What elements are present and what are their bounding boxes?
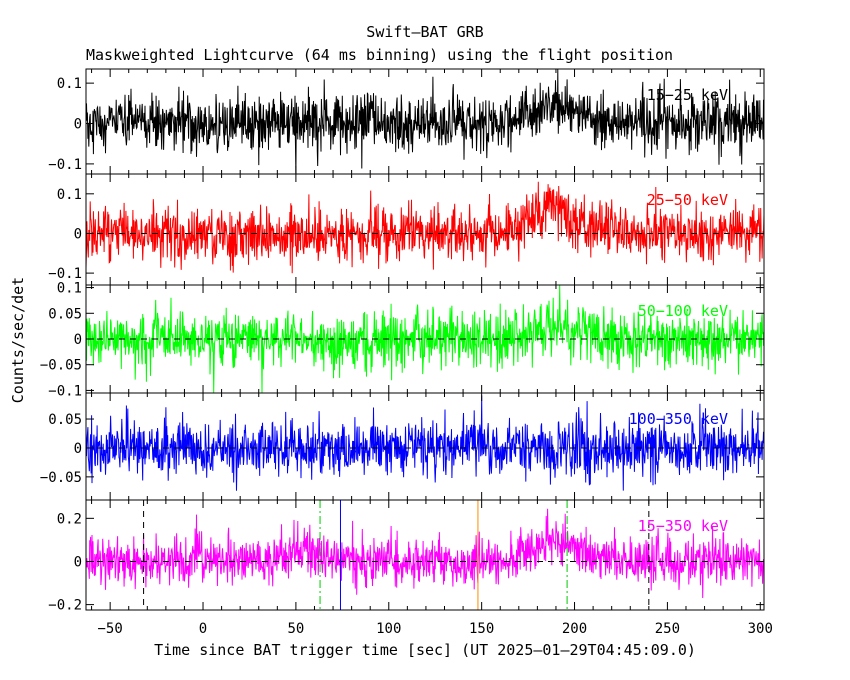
- band-label-2: 25−50 keV: [647, 191, 728, 209]
- panels-group: 0.1 0 −0.1 15−25 keV 0.1 0 −0.1 25−50 keV 0.1 0.0…: [40, 68, 773, 637]
- chart-subtitle: Maskweighted Lightcurve (64 ms binning) …: [86, 46, 673, 64]
- panel-4: 0.05 0 −0.05 100−350 keV: [40, 392, 765, 501]
- y-tick-label: −0.1: [48, 383, 82, 399]
- y-tick-label: 0.05: [48, 412, 82, 428]
- panel-frame-5: [85, 499, 765, 611]
- y-tick-label: −0.2: [48, 598, 82, 614]
- panel-5: 0.2 0 −0.2 15−350 keV: [48, 499, 765, 614]
- x-tick-label: 100: [376, 621, 401, 637]
- y-tick-label: 0.1: [57, 76, 82, 92]
- x-tick-label: 0: [199, 621, 207, 637]
- band-label-5: 15−350 keV: [638, 517, 728, 535]
- series-line-4: [86, 395, 764, 491]
- y-tick-label: 0: [74, 226, 82, 242]
- y-tick-label: −0.1: [48, 157, 82, 173]
- y-tick-label: 0.05: [48, 306, 82, 322]
- x-tick-label: 150: [469, 621, 494, 637]
- series-line-3: [86, 285, 764, 393]
- series-line-5: [86, 508, 764, 599]
- y-tick-label: 0: [74, 554, 82, 570]
- series-line-2: [86, 181, 764, 274]
- y-tick-label: −0.1: [48, 266, 82, 282]
- panel-2: 0.1 0 −0.1 25−50 keV: [48, 173, 765, 286]
- chart-title: Swift–BAT GRB: [366, 23, 483, 41]
- x-axis-label: Time since BAT trigger time [sec] (UT 20…: [154, 641, 696, 659]
- y-tick-label: −0.05: [40, 358, 82, 374]
- band-label-4: 100−350 keV: [629, 410, 728, 428]
- y-tick-label: 0.1: [57, 187, 82, 203]
- series-line-1: [86, 69, 764, 174]
- y-axis-label: Counts/sec/det: [9, 277, 27, 403]
- band-label-1: 15−25 keV: [647, 86, 728, 104]
- y-tick-label: −0.05: [40, 470, 82, 486]
- y-tick-label: 0: [74, 332, 82, 348]
- panel-3: 0.1 0.05 0 −0.05 −0.1 50−100 keV: [40, 281, 765, 399]
- x-tick-label: 300: [748, 621, 773, 637]
- y-tick-label: 0: [74, 117, 82, 133]
- y-tick-label: 0.2: [57, 511, 82, 527]
- x-tick-label: 200: [562, 621, 587, 637]
- band-label-3: 50−100 keV: [638, 302, 728, 320]
- y-tick-label: 0: [74, 441, 82, 457]
- panel-1: 0.1 0 −0.1 15−25 keV: [48, 68, 765, 175]
- x-tick-label: 250: [655, 621, 680, 637]
- x-tick-label: 50: [287, 621, 304, 637]
- y-tick-label: 0.1: [57, 281, 82, 297]
- x-tick-label: −50: [97, 621, 122, 637]
